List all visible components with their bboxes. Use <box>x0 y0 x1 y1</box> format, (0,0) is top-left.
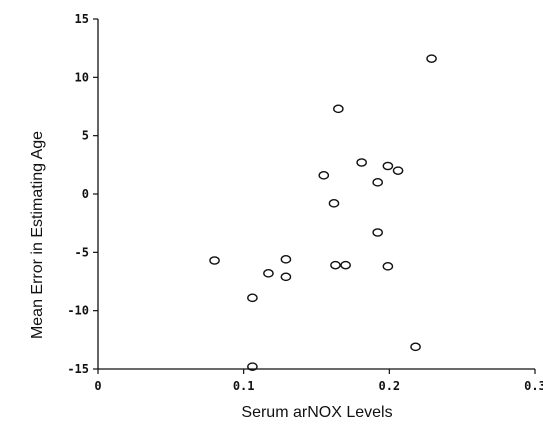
data-point <box>356 158 367 167</box>
data-point <box>333 104 344 114</box>
data-point <box>382 161 394 171</box>
data-point <box>426 54 437 63</box>
x-tick-label: 0.1 <box>233 379 255 393</box>
y-tick-label: 5 <box>82 129 89 143</box>
data-point <box>340 260 351 270</box>
y-axis-ticks: 15 10 5 0 -5 -10 -15 <box>67 12 98 376</box>
y-axis-label: Mean Error in Estimating Age <box>29 131 46 339</box>
data-point <box>382 262 394 271</box>
y-tick-label: 0 <box>82 187 89 201</box>
y-tick-label: -15 <box>67 362 89 376</box>
data-point <box>392 166 404 175</box>
plot-area <box>97 19 535 370</box>
x-tick-label: 0.2 <box>378 379 400 393</box>
data-point <box>209 256 220 265</box>
data-point <box>247 362 258 371</box>
y-tick-label: -5 <box>75 245 89 259</box>
data-point <box>410 342 421 352</box>
data-point <box>372 228 383 237</box>
data-point <box>263 269 274 278</box>
x-tick-label: 0 <box>94 379 101 393</box>
data-point <box>280 272 292 282</box>
data-point <box>372 178 383 187</box>
data-point <box>328 199 340 208</box>
y-tick-label: 15 <box>75 12 89 26</box>
data-point <box>330 260 341 270</box>
x-axis-label: Serum arNOX Levels <box>241 404 392 421</box>
data-point <box>318 171 330 180</box>
data-point <box>247 293 258 303</box>
x-tick-label: 0.3 <box>524 379 543 393</box>
data-point <box>280 255 292 264</box>
y-tick-label: 10 <box>75 70 89 84</box>
data-points <box>209 54 437 371</box>
y-tick-label: -10 <box>67 304 89 318</box>
x-axis-ticks: 0 0.1 0.2 0.3 <box>94 369 543 393</box>
